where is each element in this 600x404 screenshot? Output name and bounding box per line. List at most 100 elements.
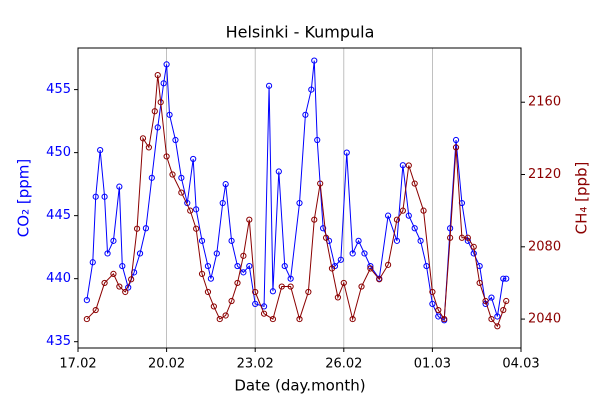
marker — [405, 162, 412, 169]
marker — [246, 216, 253, 223]
marker — [240, 269, 247, 276]
marker — [349, 315, 356, 323]
marker — [470, 250, 477, 257]
marker — [476, 279, 483, 287]
marker — [198, 237, 206, 244]
x-tick-label: 01.03 — [414, 357, 451, 372]
marker — [322, 234, 330, 241]
marker — [500, 275, 507, 282]
y2-tick-label: 2040 — [528, 312, 561, 327]
marker — [198, 270, 206, 278]
marker — [355, 237, 362, 244]
marker — [458, 234, 466, 241]
marker — [213, 250, 220, 257]
marker — [240, 252, 247, 259]
marker — [222, 181, 229, 188]
marker — [222, 312, 229, 319]
marker — [488, 315, 495, 323]
marker — [139, 135, 147, 142]
marker — [154, 72, 161, 79]
y-tick-label: 440 — [46, 271, 71, 286]
marker — [83, 315, 90, 323]
marker — [89, 259, 96, 266]
marker — [435, 306, 442, 314]
marker — [110, 270, 117, 278]
marker — [154, 124, 161, 131]
y-axis-label: CO₂ [ppm] — [15, 159, 33, 237]
marker — [494, 323, 501, 330]
marker — [435, 313, 442, 320]
marker — [470, 243, 477, 250]
marker — [482, 297, 489, 305]
marker — [187, 207, 194, 214]
marker — [349, 250, 356, 257]
marker — [417, 237, 424, 244]
marker — [343, 149, 350, 156]
marker — [204, 262, 212, 270]
y2-axis-label: CH₄ [ppb] — [573, 162, 591, 235]
marker — [367, 265, 374, 272]
x-tick-label: 23.02 — [237, 357, 274, 372]
marker — [488, 294, 495, 301]
y-tick-label: 445 — [46, 208, 71, 223]
marker — [464, 234, 471, 241]
marker — [166, 111, 173, 118]
marker — [287, 283, 294, 290]
marker — [216, 315, 223, 323]
marker — [411, 180, 418, 187]
marker — [83, 297, 90, 304]
marker — [169, 171, 176, 178]
marker — [190, 155, 197, 163]
marker — [358, 283, 365, 290]
marker — [193, 206, 200, 213]
marker — [145, 144, 152, 151]
marker — [157, 99, 164, 106]
marker — [142, 225, 150, 232]
marker — [420, 207, 427, 214]
chart-title: Helsinki - Kumpula — [226, 23, 375, 42]
marker — [314, 136, 321, 144]
x-axis-label: Date (day.month) — [234, 377, 365, 395]
marker — [311, 57, 318, 64]
y2-tick-label: 2160 — [528, 95, 561, 110]
marker — [178, 189, 185, 196]
x-tick-label: 04.03 — [502, 357, 539, 372]
marker — [500, 306, 507, 314]
marker — [101, 279, 108, 287]
marker — [287, 275, 294, 282]
marker — [302, 111, 309, 118]
marker — [122, 288, 129, 296]
marker — [275, 168, 282, 175]
marker — [219, 199, 226, 207]
marker — [494, 313, 501, 320]
plot-frame — [77, 47, 522, 349]
marker — [429, 288, 436, 296]
marker — [328, 265, 336, 272]
marker — [447, 234, 454, 241]
marker — [399, 207, 406, 214]
marker — [311, 216, 318, 223]
marker — [92, 306, 99, 314]
marker — [204, 288, 212, 296]
marker — [252, 300, 259, 307]
marker — [97, 147, 104, 154]
marker — [452, 144, 460, 151]
marker — [246, 262, 253, 270]
series-line — [86, 60, 507, 322]
marker — [503, 275, 510, 282]
marker — [116, 283, 123, 290]
marker — [269, 315, 277, 323]
marker — [441, 315, 448, 323]
marker — [296, 199, 303, 207]
marker — [429, 300, 436, 307]
marker — [411, 225, 418, 232]
marker — [136, 250, 144, 257]
marker — [305, 288, 312, 296]
marker — [252, 288, 259, 296]
marker — [320, 225, 327, 232]
marker — [278, 283, 285, 290]
marker — [393, 216, 401, 223]
marker — [104, 250, 111, 257]
marker — [340, 279, 347, 287]
